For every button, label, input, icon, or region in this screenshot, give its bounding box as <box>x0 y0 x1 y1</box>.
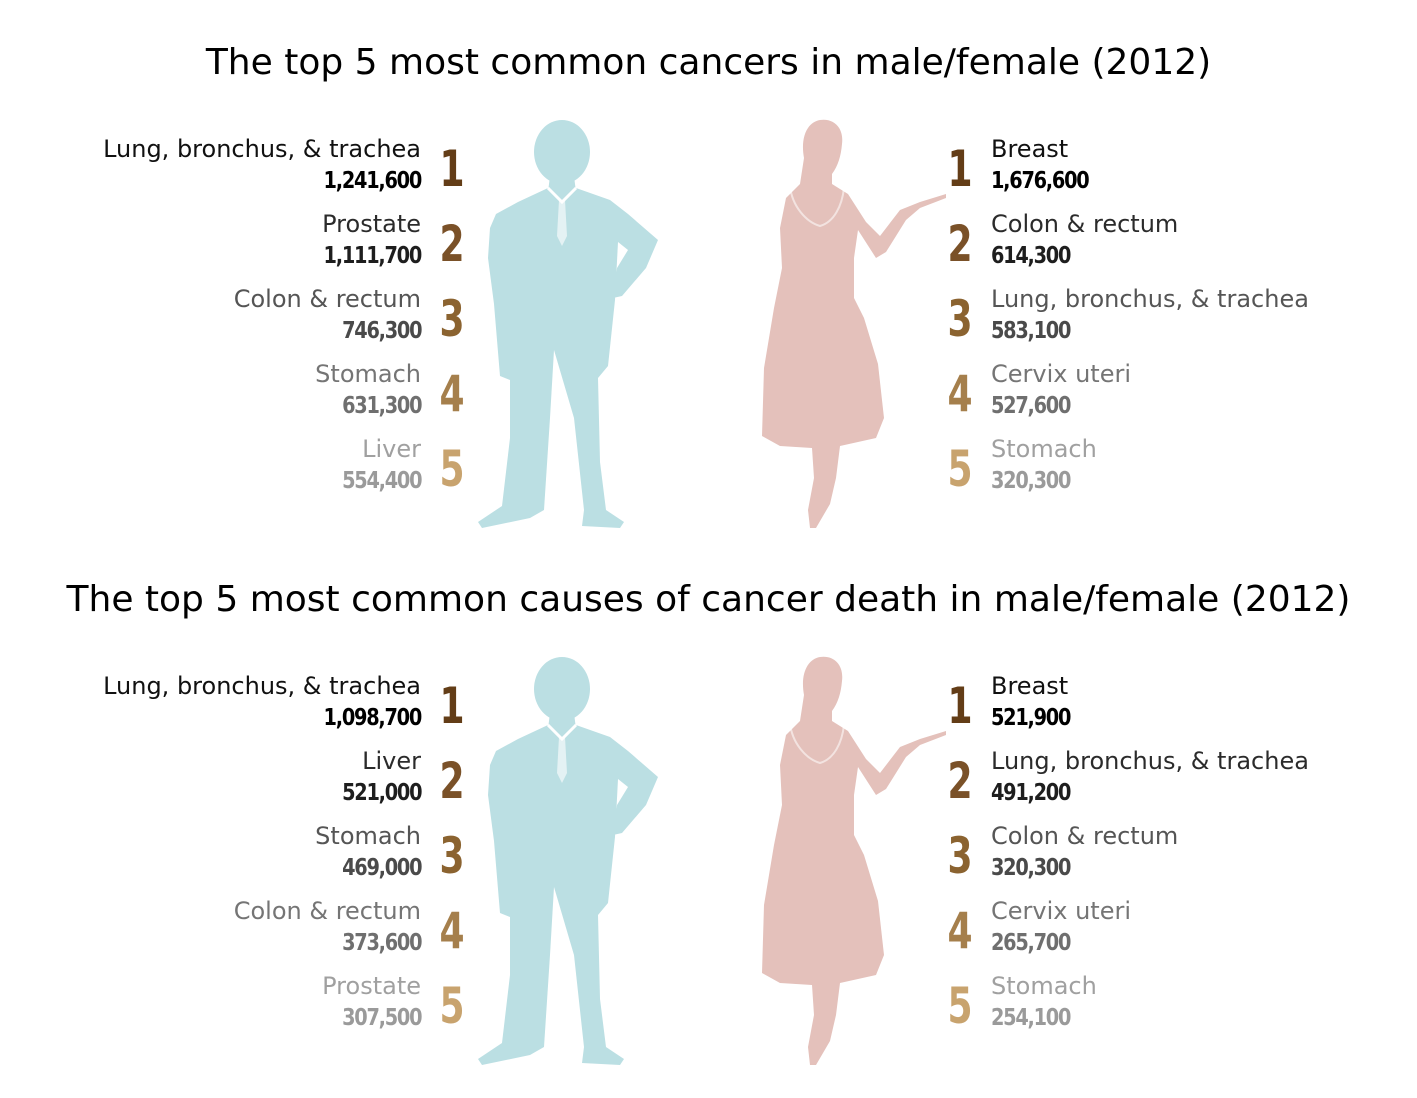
cancer-name: Stomach <box>991 435 1097 463</box>
male-rank-list: Lung, bronchus, & trachea 1,098,700 1 Li… <box>40 665 470 1040</box>
female-rank-list: 1 Breast 1,676,600 2 Colon & rectum 614,… <box>940 128 1380 503</box>
rank-item: Prostate 1,111,700 2 <box>40 203 470 278</box>
panel-title: The top 5 most common cancers in male/fe… <box>205 42 1212 83</box>
male-rank-list: Lung, bronchus, & trachea 1,241,600 1 Pr… <box>40 128 470 503</box>
rank-item: Lung, bronchus, & trachea 1,098,700 1 <box>40 665 470 740</box>
cancer-name: Liver <box>362 435 421 463</box>
cancer-name: Prostate <box>322 972 421 1000</box>
rank-item: 3 Colon & rectum 320,300 <box>940 815 1380 890</box>
rank-item: Stomach 631,300 4 <box>40 353 470 428</box>
rank-number: 3 <box>439 290 465 348</box>
rank-number: 3 <box>947 827 973 885</box>
death-count: 320,300 <box>991 855 1071 881</box>
rank-number: 5 <box>947 977 973 1035</box>
rank-number: 3 <box>439 827 465 885</box>
rank-item: 5 Stomach 254,100 <box>940 965 1380 1040</box>
cancer-name: Cervix uteri <box>991 360 1132 388</box>
case-count: 1,111,700 <box>323 243 423 269</box>
rank-number: 5 <box>439 977 465 1035</box>
rank-number: 1 <box>947 140 973 198</box>
rank-number: 2 <box>439 752 465 810</box>
death-count: 307,500 <box>341 1005 422 1031</box>
death-count: 1,098,700 <box>323 705 423 731</box>
cancer-name: Lung, bronchus, & trachea <box>991 285 1309 313</box>
rank-item: 4 Cervix uteri 527,600 <box>940 353 1380 428</box>
rank-number: 1 <box>439 140 465 198</box>
cancer-name: Liver <box>362 747 421 775</box>
rank-item: Liver 554,400 5 <box>40 428 470 503</box>
cancer-name: Breast <box>991 672 1069 700</box>
rank-item: Stomach 469,000 3 <box>40 815 470 890</box>
rank-item: Liver 521,000 2 <box>40 740 470 815</box>
rank-number: 5 <box>439 440 465 498</box>
case-count: 631,300 <box>341 393 422 419</box>
mortality-panel: The top 5 most common causes of cancer d… <box>0 537 1417 1074</box>
rank-number: 5 <box>947 440 973 498</box>
rank-number: 3 <box>947 290 973 348</box>
case-count: 583,100 <box>991 318 1071 344</box>
male-silhouette <box>470 118 670 532</box>
cancer-name: Stomach <box>991 972 1097 1000</box>
rank-number: 2 <box>947 752 973 810</box>
case-count: 1,241,600 <box>323 168 423 194</box>
case-count: 1,676,600 <box>991 168 1090 194</box>
cancer-name: Cervix uteri <box>991 897 1132 925</box>
rank-item: 2 Colon & rectum 614,300 <box>940 203 1380 278</box>
death-count: 521,900 <box>991 705 1071 731</box>
cancer-name: Prostate <box>322 210 421 238</box>
rank-item: 2 Lung, bronchus, & trachea 491,200 <box>940 740 1380 815</box>
death-count: 469,000 <box>341 855 422 881</box>
cancer-name: Colon & rectum <box>991 210 1179 238</box>
case-count: 746,300 <box>341 318 422 344</box>
male-silhouette <box>470 655 670 1069</box>
rank-number: 4 <box>947 365 973 423</box>
cancer-name: Stomach <box>315 360 421 388</box>
rank-item: Prostate 307,500 5 <box>40 965 470 1040</box>
cancer-name: Colon & rectum <box>233 285 421 313</box>
cancer-name: Lung, bronchus, & trachea <box>103 672 421 700</box>
rank-number: 1 <box>439 677 465 735</box>
rank-item: 1 Breast 521,900 <box>940 665 1380 740</box>
death-count: 254,100 <box>991 1005 1071 1031</box>
case-count: 554,400 <box>341 468 422 494</box>
cancer-name: Colon & rectum <box>991 822 1179 850</box>
death-count: 373,600 <box>341 930 422 956</box>
incidence-panel: The top 5 most common cancers in male/fe… <box>0 0 1417 537</box>
death-count: 521,000 <box>341 780 422 806</box>
rank-number: 1 <box>947 677 973 735</box>
cancer-name: Stomach <box>315 822 421 850</box>
rank-item: 5 Stomach 320,300 <box>940 428 1380 503</box>
cancer-name: Lung, bronchus, & trachea <box>103 135 421 163</box>
cancer-name: Lung, bronchus, & trachea <box>991 747 1309 775</box>
rank-number: 2 <box>439 215 465 273</box>
rank-item: Lung, bronchus, & trachea 1,241,600 1 <box>40 128 470 203</box>
rank-number: 4 <box>439 902 465 960</box>
rank-number: 4 <box>439 365 465 423</box>
case-count: 614,300 <box>991 243 1071 269</box>
case-count: 320,300 <box>991 468 1071 494</box>
case-count: 527,600 <box>991 393 1071 419</box>
rank-item: Colon & rectum 746,300 3 <box>40 278 470 353</box>
rank-item: Colon & rectum 373,600 4 <box>40 890 470 965</box>
death-count: 491,200 <box>991 780 1071 806</box>
cancer-name: Colon & rectum <box>233 897 421 925</box>
cancer-name: Breast <box>991 135 1069 163</box>
rank-item: 4 Cervix uteri 265,700 <box>940 890 1380 965</box>
female-silhouette <box>750 118 960 532</box>
panel-title: The top 5 most common causes of cancer d… <box>66 579 1351 620</box>
rank-number: 4 <box>947 902 973 960</box>
rank-number: 2 <box>947 215 973 273</box>
rank-item: 1 Breast 1,676,600 <box>940 128 1380 203</box>
female-silhouette <box>750 655 960 1069</box>
female-rank-list: 1 Breast 521,900 2 Lung, bronchus, & tra… <box>940 665 1380 1040</box>
death-count: 265,700 <box>991 930 1071 956</box>
rank-item: 3 Lung, bronchus, & trachea 583,100 <box>940 278 1380 353</box>
